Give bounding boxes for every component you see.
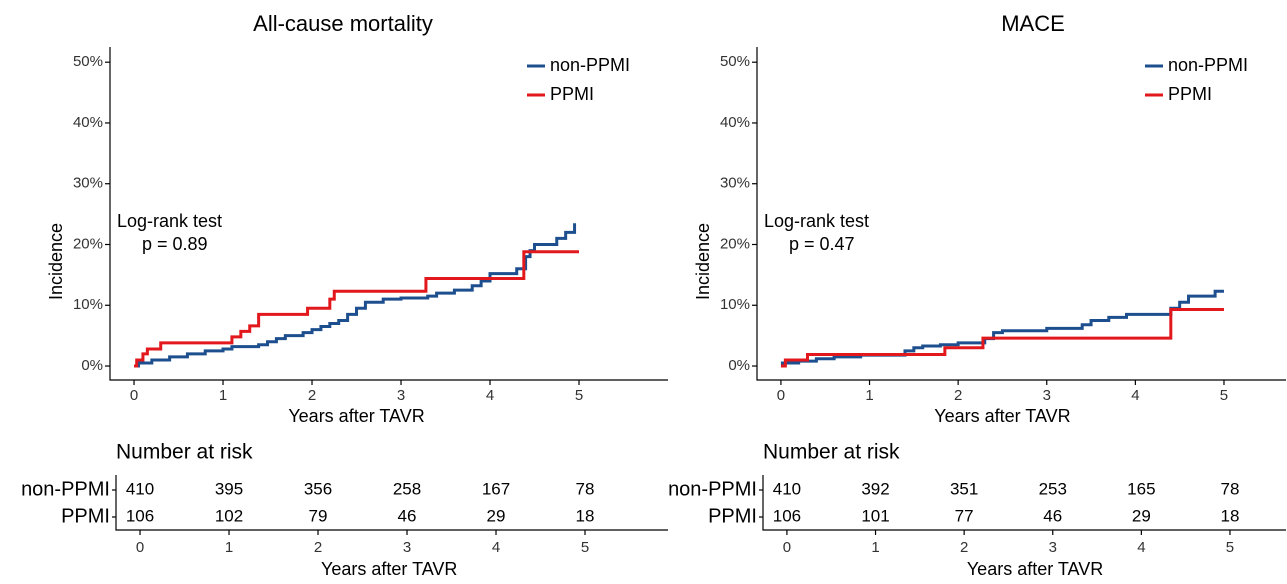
annotation: p = 0.47 bbox=[789, 234, 855, 254]
risk-row-label: PPMI bbox=[708, 505, 757, 527]
risk-x-tick-label: 2 bbox=[314, 539, 322, 556]
y-tick-label: 20% bbox=[73, 235, 103, 252]
axis-line bbox=[756, 47, 1286, 381]
risk-count: 395 bbox=[215, 479, 243, 498]
risk-count: 77 bbox=[955, 506, 974, 525]
x-tick-label: 3 bbox=[1043, 387, 1051, 404]
risk-count: 78 bbox=[576, 479, 595, 498]
y-tick-label: 40% bbox=[720, 114, 750, 131]
y-axis-label: Incidence bbox=[46, 223, 66, 300]
y-tick-label: 30% bbox=[720, 175, 750, 192]
risk-x-axis-label: Years after TAVR bbox=[321, 559, 457, 579]
risk-x-tick-label: 4 bbox=[492, 539, 500, 556]
risk-count: 46 bbox=[1043, 506, 1062, 525]
risk-x-tick-label: 3 bbox=[1049, 539, 1057, 556]
legend-label: non-PPMI bbox=[550, 55, 630, 75]
risk-x-tick-label: 4 bbox=[1137, 539, 1145, 556]
x-tick-label: 0 bbox=[130, 387, 138, 404]
x-tick-label: 5 bbox=[1220, 387, 1228, 404]
risk-table-title: Number at risk bbox=[116, 441, 253, 464]
x-axis-label: Years after TAVR bbox=[934, 406, 1070, 426]
legend-label: PPMI bbox=[550, 84, 594, 104]
y-tick-label: 30% bbox=[73, 175, 103, 192]
y-axis-label: Incidence bbox=[693, 223, 713, 300]
x-tick-label: 0 bbox=[777, 387, 785, 404]
risk-count: 253 bbox=[1039, 479, 1067, 498]
y-tick-label: 0% bbox=[81, 357, 103, 374]
risk-count: 29 bbox=[1132, 506, 1151, 525]
risk-x-axis-label: Years after TAVR bbox=[967, 559, 1103, 579]
risk-count: 18 bbox=[576, 506, 595, 525]
annotation: Log-rank test bbox=[117, 211, 222, 231]
risk-x-tick-label: 1 bbox=[871, 539, 879, 556]
x-tick-label: 1 bbox=[865, 387, 873, 404]
x-tick-label: 1 bbox=[219, 387, 227, 404]
y-tick-label: 10% bbox=[720, 296, 750, 313]
axis-line bbox=[109, 47, 668, 381]
chart-title: MACE bbox=[1001, 11, 1065, 36]
legend-label: PPMI bbox=[1168, 84, 1212, 104]
x-tick-label: 3 bbox=[397, 387, 405, 404]
risk-count: 106 bbox=[126, 506, 154, 525]
risk-count: 102 bbox=[215, 506, 243, 525]
risk-count: 410 bbox=[126, 479, 154, 498]
x-tick-label: 4 bbox=[1131, 387, 1139, 404]
risk-row-label: non-PPMI bbox=[668, 478, 757, 500]
risk-count: 167 bbox=[482, 479, 510, 498]
risk-count: 165 bbox=[1127, 479, 1155, 498]
risk-count: 351 bbox=[950, 479, 978, 498]
risk-count: 106 bbox=[773, 506, 801, 525]
risk-x-tick-label: 2 bbox=[960, 539, 968, 556]
risk-x-tick-label: 0 bbox=[136, 539, 144, 556]
risk-count: 258 bbox=[393, 479, 421, 498]
step-line bbox=[780, 308, 1224, 368]
risk-x-tick-label: 3 bbox=[403, 539, 411, 556]
legend-label: non-PPMI bbox=[1168, 55, 1248, 75]
y-tick-label: 20% bbox=[720, 235, 750, 252]
risk-axis bbox=[115, 475, 668, 531]
step-line bbox=[134, 250, 580, 368]
risk-x-tick-label: 0 bbox=[783, 539, 791, 556]
risk-row-label: PPMI bbox=[61, 505, 110, 527]
annotation: Log-rank test bbox=[764, 211, 869, 231]
step-line bbox=[780, 289, 1224, 365]
risk-count: 18 bbox=[1221, 506, 1240, 525]
risk-count: 356 bbox=[304, 479, 332, 498]
risk-count: 101 bbox=[861, 506, 889, 525]
annotation: p = 0.89 bbox=[142, 234, 208, 254]
risk-count: 410 bbox=[773, 479, 801, 498]
risk-x-tick-label: 5 bbox=[581, 539, 589, 556]
risk-count: 29 bbox=[487, 506, 506, 525]
y-tick-label: 50% bbox=[73, 53, 103, 70]
risk-count: 78 bbox=[1221, 479, 1240, 498]
x-axis-label: Years after TAVR bbox=[288, 406, 424, 426]
y-tick-label: 50% bbox=[720, 53, 750, 70]
y-tick-label: 10% bbox=[73, 296, 103, 313]
x-tick-label: 5 bbox=[575, 387, 583, 404]
risk-count: 79 bbox=[309, 506, 328, 525]
x-tick-label: 2 bbox=[954, 387, 962, 404]
y-tick-label: 40% bbox=[73, 114, 103, 131]
risk-count: 46 bbox=[398, 506, 417, 525]
x-tick-label: 4 bbox=[486, 387, 494, 404]
risk-table-title: Number at risk bbox=[763, 441, 900, 464]
chart-title: All-cause mortality bbox=[253, 11, 433, 36]
risk-x-tick-label: 5 bbox=[1226, 539, 1234, 556]
risk-row-label: non-PPMI bbox=[21, 478, 110, 500]
risk-x-tick-label: 1 bbox=[225, 539, 233, 556]
risk-axis bbox=[762, 475, 1286, 531]
risk-count: 392 bbox=[861, 479, 889, 498]
x-tick-label: 2 bbox=[308, 387, 316, 404]
y-tick-label: 0% bbox=[728, 357, 750, 374]
